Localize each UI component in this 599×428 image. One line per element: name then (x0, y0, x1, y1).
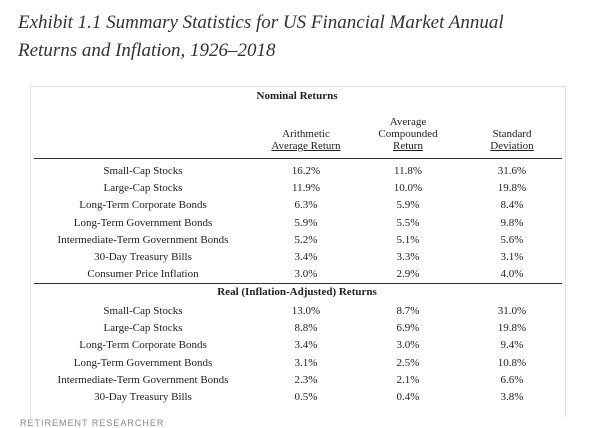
cell-value: 5.9% (294, 216, 318, 229)
cell-value: 4.0% (500, 268, 524, 281)
row-label: Small-Cap Stocks (103, 305, 183, 317)
column-header: Average (389, 116, 427, 128)
cell-value: 5.9% (396, 199, 420, 212)
row-label: Consumer Price Inflation (87, 268, 199, 281)
cell-value: 3.4% (294, 339, 318, 352)
cell-value: 2.1% (396, 373, 420, 386)
cell-value: 31.0% (497, 305, 527, 317)
cell-value: 19.8% (497, 322, 527, 335)
row-label: Large-Cap Stocks (103, 182, 183, 195)
cell-value: 5.2% (294, 233, 318, 246)
cell-value: 31.6% (497, 165, 527, 177)
row-label: Intermediate-Term Government Bonds (57, 233, 229, 246)
cell-value: 5.1% (396, 233, 420, 246)
row-label: Large-Cap Stocks (103, 322, 183, 335)
cell-value: 2.3% (294, 373, 318, 386)
cell-value: 0.4% (396, 391, 420, 403)
header-rule (34, 158, 562, 159)
cell-value: 10.8% (497, 356, 527, 369)
cell-value: 3.8% (500, 391, 524, 403)
cell-value: 6.9% (396, 322, 420, 335)
column-header: Average Return (271, 140, 341, 152)
cell-value: 6.3% (294, 199, 318, 212)
row-label: Intermediate-Term Government Bonds (57, 373, 229, 386)
row-label: Long-Term Corporate Bonds (79, 199, 207, 212)
cell-value: 8.4% (500, 199, 524, 212)
cell-value: 3.0% (294, 268, 318, 281)
cell-value: 9.4% (500, 339, 524, 352)
cell-value: 3.1% (294, 356, 318, 369)
row-label: Long-Term Government Bonds (73, 216, 213, 229)
cell-value: 8.7% (396, 305, 420, 317)
source: RETIREMENT RESEARCHER (20, 418, 165, 428)
cell-value: 6.6% (500, 373, 524, 386)
column-header: Deviation (490, 140, 534, 152)
cell-value: 3.4% (294, 251, 318, 263)
section-rule (34, 283, 562, 284)
title-line: Returns and Inflation, 1926–2018 (18, 40, 276, 61)
cell-value: 5.5% (396, 216, 420, 229)
cell-value: 0.5% (294, 391, 318, 403)
title-line: Exhibit 1.1 Summary Statistics for US Fi… (18, 12, 504, 33)
table-frame (30, 86, 566, 417)
cell-value: 19.8% (497, 182, 527, 195)
section-title: Real (Inflation-Adjusted) Returns (217, 286, 377, 298)
cell-value: 2.5% (396, 356, 420, 369)
row-label: Long-Term Corporate Bonds (79, 339, 207, 352)
cell-value: 8.8% (294, 322, 318, 335)
column-header: Arithmetic (282, 128, 330, 140)
column-header: Return (393, 140, 423, 152)
cell-value: 16.2% (291, 165, 321, 177)
row-label: 30-Day Treasury Bills (94, 251, 192, 263)
cell-value: 3.0% (396, 339, 420, 352)
cell-value: 2.9% (396, 268, 420, 281)
row-label: Small-Cap Stocks (103, 165, 183, 177)
cell-value: 10.0% (393, 182, 423, 195)
section-title: Nominal Returns (256, 90, 338, 102)
row-label: 30-Day Treasury Bills (94, 391, 192, 403)
column-header: Standard (492, 128, 532, 140)
row-label: Long-Term Government Bonds (73, 356, 213, 369)
cell-value: 9.8% (500, 216, 524, 229)
cell-value: 3.3% (396, 251, 420, 263)
cell-value: 5.6% (500, 233, 524, 246)
cell-value: 13.0% (291, 305, 321, 317)
cell-value: 11.8% (393, 165, 423, 177)
column-header: Compounded (378, 128, 438, 140)
cell-value: 11.9% (291, 182, 321, 195)
cell-value: 3.1% (500, 251, 524, 263)
